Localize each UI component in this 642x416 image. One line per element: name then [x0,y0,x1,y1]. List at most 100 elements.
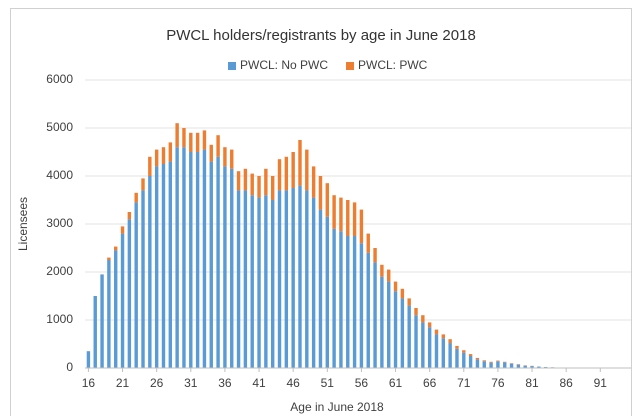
bar-segment [182,147,186,368]
bar-segment [305,149,309,191]
bar-segment [496,360,500,362]
bar-segment [462,352,466,368]
bar-segment [257,197,261,368]
bar-segment [230,149,234,169]
bar-segment [434,329,439,335]
bar-segment [455,345,459,349]
bar-segment [141,178,145,191]
bar-segment [134,202,138,368]
bar-segment [107,257,111,260]
y-axis-title: Licensees [16,197,30,251]
bar-segment [189,132,193,152]
bar-segment [352,236,357,368]
bar-segment [161,164,166,368]
bar-segment [496,361,500,368]
bar-segment [427,322,432,328]
bar-segment [284,156,289,191]
bar-segment [441,334,446,339]
x-tick-label: 41 [252,376,266,390]
bar-segment [537,366,541,368]
bar-segment [482,360,486,362]
x-tick-label: 31 [184,376,198,390]
bar-segment [291,188,295,368]
chart-title: PWCL holders/registrants by age in June … [166,27,476,44]
bar-segment [243,190,248,368]
bar-segment [127,219,132,368]
y-tick-label: 2000 [46,264,73,278]
bar-segment [421,315,425,323]
bar-segment [352,202,357,236]
bar-segment [339,197,343,232]
bar-segment [516,364,521,368]
bar-segment [168,142,173,162]
x-axis-title: Age in June 2018 [290,400,384,414]
bar-segment [482,361,486,368]
bar-segment [284,190,289,368]
bar-segment [127,212,132,220]
bar-segment [421,322,425,368]
x-tick-label: 91 [594,376,608,390]
bar-segment [311,197,316,368]
bar-segment [264,195,268,368]
bar-segment [141,190,145,368]
bar-segment [332,228,336,368]
bar-segment [393,291,398,368]
bar-segment [236,171,241,191]
bar-segment [325,216,329,368]
bar-segment [373,248,377,263]
bar-segment [400,288,405,299]
bar-segment [216,156,220,368]
bar-segment [257,176,261,198]
bar-segment [175,147,179,368]
bar-segment [298,140,302,186]
x-tick-label: 71 [457,376,471,390]
bar-segment [434,334,439,368]
bar-segment [311,166,316,198]
bar-segment [154,166,159,368]
bar-segment [298,185,302,368]
bar-segment [318,209,323,368]
bar-segment [468,356,473,368]
bar-segment [86,351,91,368]
bar-segment [305,190,309,368]
bar-segment [148,176,152,368]
bar-segment [264,168,268,196]
bar-segment [509,363,514,368]
x-tick-label: 76 [491,376,505,390]
bar-segment [182,128,186,148]
bar-segment [407,305,411,368]
bar-segment [318,176,323,210]
bar-segment [250,173,254,196]
bar-segment [475,357,480,360]
bar-segment [339,231,343,368]
bar-segment [216,135,220,157]
bar-segment [230,168,234,368]
bar-segment [223,166,227,368]
bar-segment [346,236,350,368]
x-tick-label: 81 [525,376,539,390]
x-tick-label: 56 [355,376,369,390]
y-tick-label: 6000 [46,72,73,86]
x-tick-label: 66 [423,376,437,390]
bar-segment [441,338,446,368]
x-tick-label: 21 [116,376,130,390]
bar-segment [270,176,275,200]
legend-label: PWCL: PWC [358,58,428,72]
bar-segment [489,361,493,363]
y-tick-label: 0 [66,360,73,374]
bar-segment [223,147,227,167]
bar-segment [455,348,459,368]
bar-segment [154,149,159,167]
bar-segment [120,226,125,234]
bar-segment [414,308,418,316]
bar-segment [209,161,213,368]
bar-segment [120,233,125,368]
bar-segment [468,354,473,356]
bar-segment [175,123,179,148]
x-tick-label: 36 [218,376,232,390]
legend-swatch [228,62,236,70]
bar-segment [189,152,193,368]
x-tick-label: 16 [82,376,96,390]
